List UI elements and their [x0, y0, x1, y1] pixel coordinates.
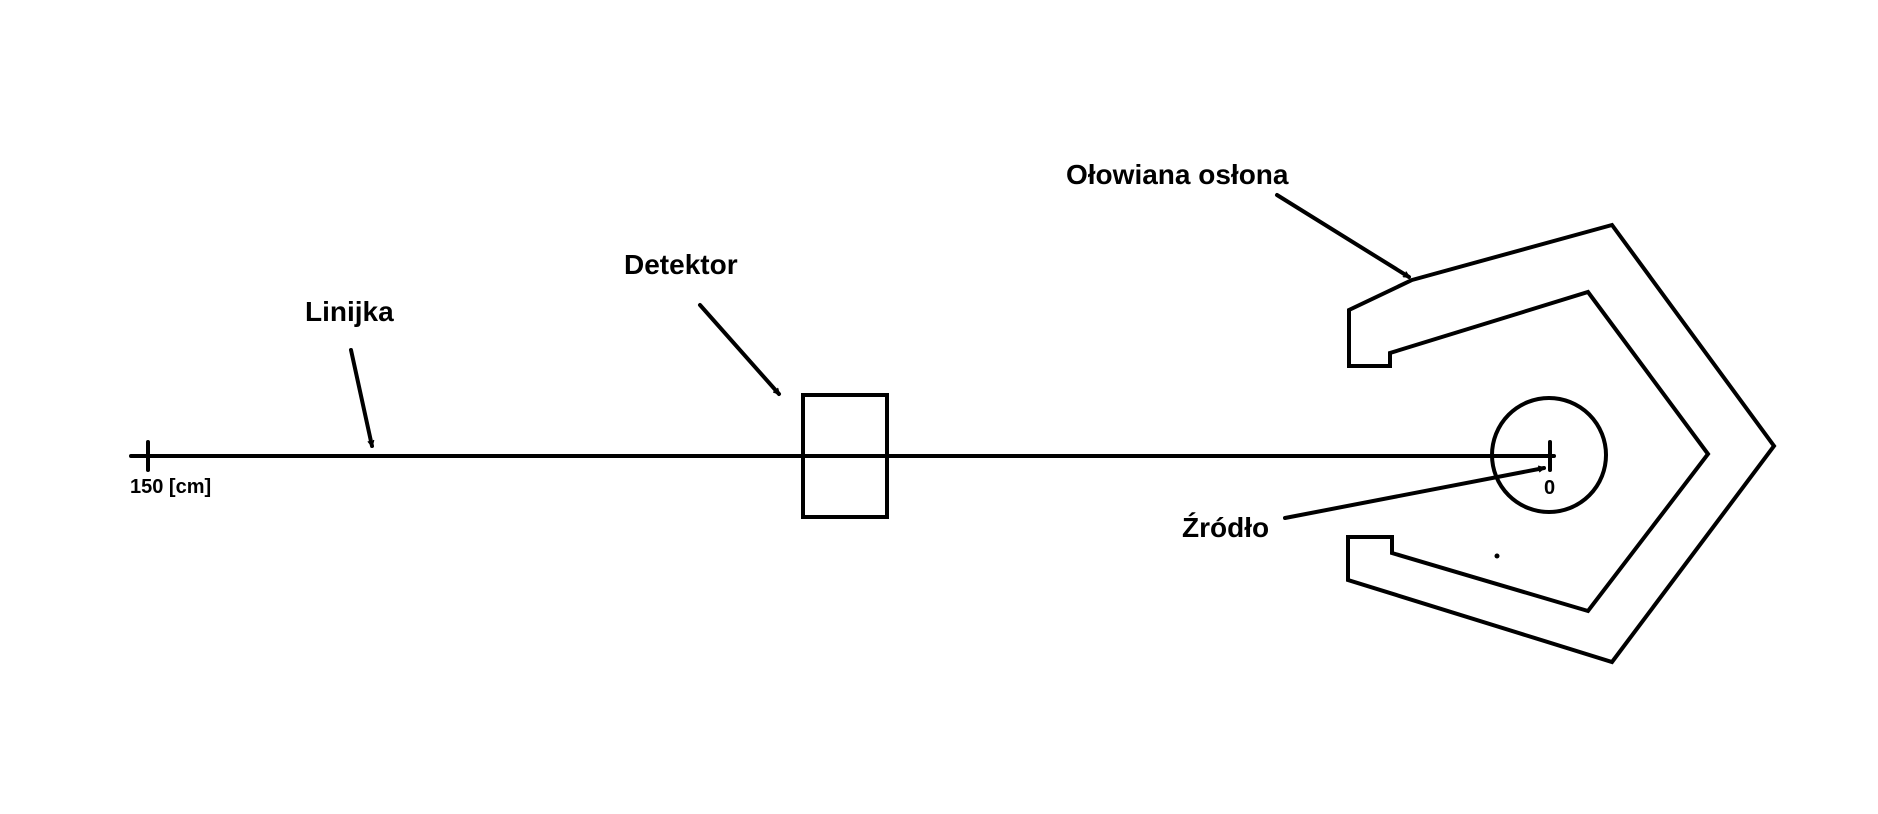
detector-arrow	[698, 303, 781, 396]
source-label: Źródło	[1182, 512, 1269, 543]
ruler-end-label: 0	[1544, 477, 1555, 499]
detector-box	[801, 393, 889, 519]
ruler-start-label: 150 [cm]	[130, 476, 211, 498]
shield-label: Ołowiana osłona	[1066, 159, 1289, 190]
stray-dot	[1494, 553, 1500, 559]
ruler-label: Linijka	[305, 296, 394, 327]
ruler-arrow	[349, 348, 372, 448]
source-circle	[1490, 396, 1608, 514]
source-arrow	[1283, 468, 1546, 520]
lead-shield-upper	[1346, 222, 1777, 665]
shield-arrow	[1275, 193, 1411, 279]
detector-label: Detektor	[624, 249, 738, 280]
ruler	[129, 440, 1556, 472]
